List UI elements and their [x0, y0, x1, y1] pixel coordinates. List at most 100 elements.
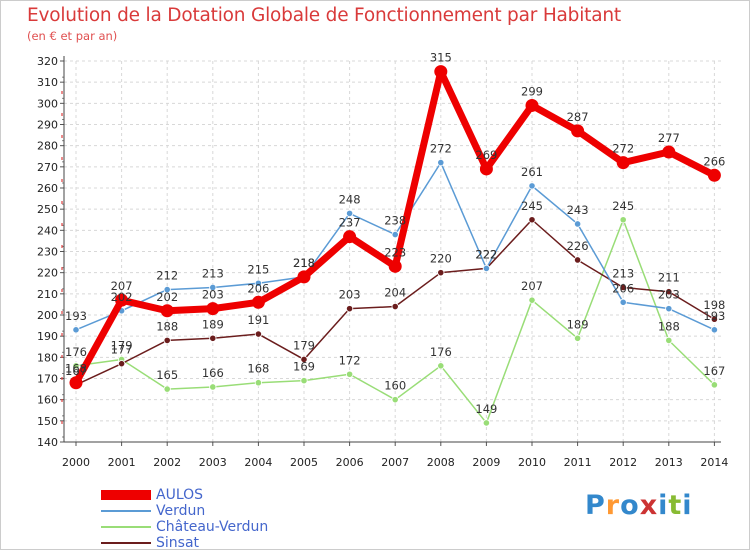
point-sinsat-2014	[710, 315, 719, 323]
data-label-verdun-2008: 272	[430, 142, 452, 156]
xtick-label-2008: 2008	[427, 456, 455, 469]
xtick-label-2005: 2005	[290, 456, 318, 469]
ytick-label-200: 200	[37, 309, 58, 322]
xtick-label-2009: 2009	[472, 456, 500, 469]
data-label-ch-teau-verdun-2002: 165	[156, 368, 178, 382]
legend-swatch-ch-teau-verdun	[101, 526, 151, 528]
data-label-verdun-2004: 215	[247, 262, 269, 276]
data-label-verdun-2010: 261	[521, 165, 543, 179]
legend-label-aulos: AULOS	[156, 487, 204, 503]
legend-swatch-verdun	[101, 510, 151, 512]
point-verdun-2009	[482, 264, 490, 273]
point-sinsat-2001	[118, 360, 126, 368]
point-sinsat-2005	[300, 355, 308, 364]
proxiti-logo: Proxiti	[585, 490, 693, 521]
point-ch-teau-verdun-2006	[345, 370, 354, 378]
point-aulos-2008	[434, 65, 448, 79]
point-verdun-2014	[710, 326, 719, 334]
point-ch-teau-verdun-2010	[528, 296, 536, 304]
ytick-label-260: 260	[37, 182, 58, 195]
point-verdun-2012	[619, 298, 627, 306]
legend-label-ch-teau-verdun: Château-Verdun	[156, 519, 269, 535]
chart-subtitle: (en € et par an)	[27, 29, 118, 43]
point-ch-teau-verdun-2009	[482, 419, 490, 427]
ytick-label-150: 150	[37, 415, 58, 428]
logo-letter: o	[620, 490, 640, 521]
logo-letter: r	[605, 490, 621, 521]
xtick-label-2011: 2011	[564, 456, 592, 469]
data-label-aulos-2000: 168	[65, 362, 87, 376]
point-verdun-2011	[573, 220, 582, 228]
data-label-ch-teau-verdun-2009: 149	[475, 402, 497, 416]
legend-item-ch-teau-verdun: Château-Verdun	[101, 519, 341, 535]
point-ch-teau-verdun-2000	[72, 362, 80, 370]
data-label-sinsat-2006: 203	[339, 288, 361, 302]
data-label-aulos-2002: 202	[156, 290, 178, 304]
point-sinsat-2006	[345, 305, 354, 313]
ytick-label-270: 270	[37, 161, 58, 174]
point-verdun-2013	[665, 305, 673, 313]
data-label-verdun-2009: 222	[475, 247, 497, 261]
xtick-label-2004: 2004	[244, 456, 272, 469]
xtick-label-2002: 2002	[153, 456, 181, 469]
xtick-label-2012: 2012	[609, 456, 637, 469]
point-sinsat-2011	[573, 256, 582, 264]
point-ch-teau-verdun-2007	[391, 396, 399, 404]
xtick-label-2013: 2013	[655, 456, 683, 469]
legend-item-verdun: Verdun	[101, 503, 341, 519]
data-label-aulos-2007: 223	[384, 245, 406, 259]
data-label-ch-teau-verdun-2010: 207	[521, 279, 543, 293]
point-ch-teau-verdun-2003	[209, 383, 217, 391]
data-label-verdun-2001: 202	[111, 290, 133, 304]
data-label-aulos-2011: 287	[567, 110, 589, 124]
xtick-label-2003: 2003	[199, 456, 227, 469]
data-label-verdun-2012: 206	[612, 281, 634, 295]
data-label-aulos-2012: 272	[612, 142, 634, 156]
ytick-label-140: 140	[37, 436, 58, 449]
point-aulos-2004	[251, 295, 265, 309]
data-label-aulos-2009: 269	[475, 148, 497, 162]
point-verdun-2003	[209, 283, 217, 292]
point-sinsat-2002	[163, 336, 171, 344]
point-sinsat-2007	[391, 302, 399, 311]
data-label-ch-teau-verdun-2013: 188	[658, 319, 680, 333]
point-sinsat-2010	[528, 216, 536, 224]
ytick-label-220: 220	[37, 267, 58, 280]
chart-axes: 140 150 160 170 180 190 200 210 220 230 240 250 260 2…	[37, 55, 728, 469]
data-label-aulos-2010: 299	[521, 84, 543, 98]
point-aulos-2005	[297, 270, 311, 284]
data-label-aulos-2014: 266	[703, 154, 725, 168]
point-aulos-2002	[160, 304, 174, 318]
point-ch-teau-verdun-2008	[437, 362, 445, 370]
data-label-aulos-2005: 218	[293, 256, 315, 270]
logo-letter: t	[668, 490, 683, 521]
data-label-ch-teau-verdun-2012: 245	[612, 199, 634, 213]
point-aulos-2009	[479, 162, 493, 176]
ytick-label-310: 310	[37, 76, 58, 89]
point-sinsat-2004	[254, 330, 262, 338]
data-label-verdun-2014: 193	[703, 309, 725, 323]
data-label-aulos-2008: 315	[430, 51, 452, 65]
point-ch-teau-verdun-2002	[163, 385, 171, 393]
point-aulos-2006	[343, 230, 357, 244]
xtick-label-2000: 2000	[62, 456, 90, 469]
legend-label-sinsat: Sinsat	[156, 535, 200, 551]
point-sinsat-2008	[437, 269, 445, 277]
xtick-label-2001: 2001	[108, 456, 136, 469]
logo-letter: P	[585, 490, 606, 521]
legend-label-verdun: Verdun	[156, 503, 206, 519]
data-label-aulos-2001: 207	[111, 279, 133, 293]
data-label-ch-teau-verdun-2001: 179	[111, 338, 133, 352]
legend-item-aulos: AULOS	[101, 487, 341, 503]
xtick-label-2006: 2006	[336, 456, 364, 469]
ytick-label-230: 230	[37, 246, 58, 259]
data-label-verdun-2003: 213	[202, 266, 224, 280]
legend-swatch-sinsat	[101, 542, 151, 544]
point-ch-teau-verdun-2011	[573, 334, 582, 342]
point-verdun-2006	[345, 209, 354, 217]
point-verdun-2007	[391, 230, 399, 239]
logo-letter: x	[639, 490, 659, 521]
data-label-verdun-2011: 243	[567, 203, 589, 217]
data-label-sinsat-2012: 213	[612, 266, 634, 280]
